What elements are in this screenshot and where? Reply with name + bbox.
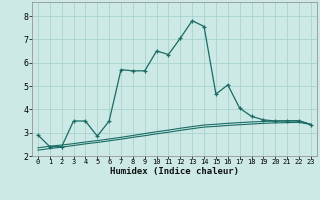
X-axis label: Humidex (Indice chaleur): Humidex (Indice chaleur) (110, 167, 239, 176)
